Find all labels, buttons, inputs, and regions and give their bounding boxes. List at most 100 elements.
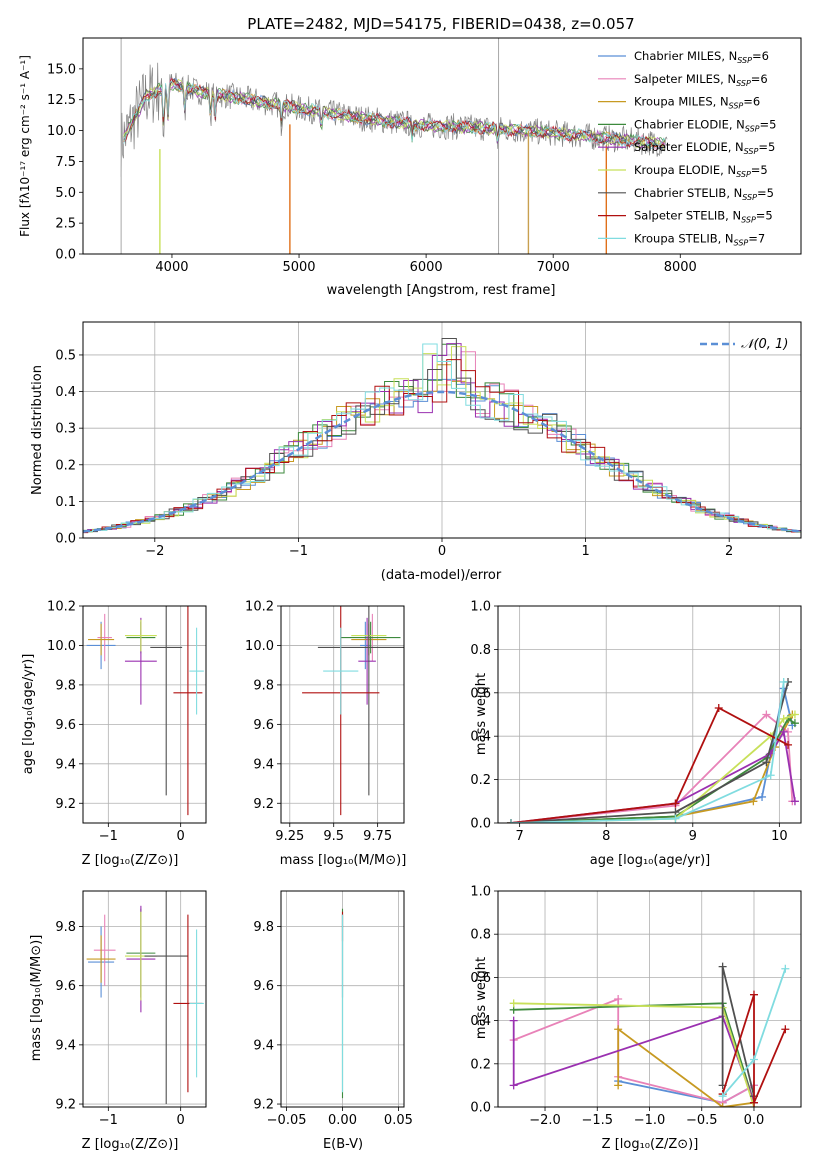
age-vs-Z-ylabel: age [log₁₀(age/yr)] [21, 654, 36, 775]
y-tick-label: 10.0 [245, 639, 274, 654]
y-tick-label: 0.8 [470, 643, 491, 658]
spectrum-legend: Chabrier MILES, NSSP=6 Salpeter MILES, NS… [598, 49, 776, 247]
mass-weight-marker [509, 1016, 518, 1025]
age-vs-Z-xlabel: Z [log₁₀(Z/Z⊙)] [82, 853, 179, 868]
x-tick-label: 6000 [410, 260, 443, 275]
x-tick-label: 0 [177, 829, 185, 844]
axes-frame [280, 605, 405, 824]
y-tick-label: 7.5 [55, 155, 76, 170]
y-tick-label: 2.5 [55, 217, 76, 232]
mass-weight-line [510, 681, 789, 823]
mass-weight-marker [762, 758, 771, 767]
x-tick-label: 10 [771, 829, 788, 844]
mass-weight-line [513, 997, 755, 1104]
y-tick-label: 9.4 [253, 757, 274, 772]
y-tick-label: 0.6 [470, 686, 491, 701]
y-tick-label: 9.4 [55, 757, 76, 772]
residuals-panel: −2 −1 0 1 2 0.0 0.1 0.2 0.3 0.4 0.5 [55, 321, 802, 559]
spectrum-title: PLATE=2482, MJD=54175, FIBERID=0438, z=0… [247, 15, 634, 33]
mass-weight-marker [749, 797, 758, 806]
mass-weight-line [510, 729, 796, 823]
mass-weight-marker [671, 814, 680, 823]
mass-weight-line [617, 1027, 755, 1107]
mass-weight-marker [671, 799, 680, 808]
y-tick-label: 9.8 [253, 678, 274, 693]
mass-weight-marker [762, 710, 771, 719]
y-tick-label: 9.6 [253, 979, 274, 994]
x-tick-label: 9.25 [275, 829, 304, 844]
mass-weight-line [513, 1002, 755, 1107]
residuals-xlabel: (data-model)/error [381, 568, 502, 583]
model-fit-line [123, 81, 666, 150]
y-tick-label: 9.2 [253, 1098, 274, 1113]
legend-label: Salpeter MILES, NSSP=6 [634, 72, 768, 88]
mass-weight-marker [781, 1025, 790, 1034]
x-tick-label: −0.05 [267, 1113, 307, 1128]
spectrum-xlabel: wavelength [Angstrom, rest frame] [327, 283, 556, 298]
mass-weight-marker [779, 714, 788, 723]
legend-label: Chabrier ELODIE, NSSP=5 [634, 117, 776, 133]
mass-weight-marker [718, 962, 727, 971]
observed-spectrum [120, 62, 668, 177]
mass-weight-marker [614, 995, 623, 1003]
x-tick-label: −0.5 [686, 1113, 718, 1128]
y-tick-label: 5.0 [55, 186, 76, 201]
y-tick-label: 0.1 [55, 495, 76, 510]
mass-weight-marker [758, 792, 767, 801]
x-tick-label: 0 [438, 544, 446, 559]
legend-label: Salpeter STELIB, NSSP=5 [634, 209, 773, 225]
x-tick-label: 0.0 [744, 1113, 765, 1128]
mass-weight-marker [614, 1081, 623, 1090]
y-tick-label: 9.6 [253, 718, 274, 733]
mass-weight-marker [718, 1103, 727, 1107]
x-tick-label: 8 [602, 829, 610, 844]
y-tick-label: 9.2 [55, 1098, 76, 1113]
weight-vs-Z-xlabel: Z [log₁₀(Z/Z⊙)] [602, 1137, 699, 1152]
weight-vs-age-ylabel: mass weight [474, 673, 489, 755]
axes-frame [497, 890, 802, 1108]
residuals-ylabel: Normed distribution [30, 365, 45, 495]
y-tick-label: 0.5 [55, 348, 76, 363]
mass-weight-marker [766, 771, 775, 780]
x-tick-label: 0.00 [328, 1113, 357, 1128]
axes-frame [82, 890, 207, 1108]
mass-vs-Z-ylabel: mass [log₁₀(M/M⊙)] [29, 935, 44, 1062]
x-tick-label: 9.5 [323, 829, 344, 844]
mass-weight-marker [506, 819, 515, 823]
y-tick-label: 9.8 [55, 678, 76, 693]
x-tick-label: 0 [177, 1113, 185, 1128]
y-tick-label: 9.6 [55, 718, 76, 733]
x-tick-label: −1.0 [634, 1113, 666, 1128]
x-tick-label: −1.5 [581, 1113, 613, 1128]
x-tick-label: 1 [581, 544, 589, 559]
y-tick-label: 10.2 [47, 600, 76, 615]
weight-vs-metallicity-panel: −2.0 −1.5 −1.0 −0.5 0.0 0.0 0.2 0.4 0.6 0.8 1.0 [470, 885, 802, 1128]
x-tick-label: 5000 [282, 260, 315, 275]
mass-weight-marker [749, 1098, 758, 1107]
legend-label: Kroupa MILES, NSSP=6 [634, 95, 760, 111]
mass-weight-marker [749, 1055, 758, 1064]
x-tick-label: 7000 [537, 260, 570, 275]
age-vs-mass-panel: 9.25 9.5 9.75 9.2 9.4 9.6 9.8 10.0 10.2 [245, 600, 405, 844]
x-tick-label: 0.05 [384, 1113, 413, 1128]
mass-weight-marker [784, 740, 793, 749]
mass-vs-ebv-panel: −0.05 0.00 0.05 9.2 9.4 9.6 9.8 [253, 890, 413, 1128]
y-tick-label: 10.0 [47, 639, 76, 654]
y-tick-label: 10.0 [47, 124, 76, 139]
x-tick-label: −1 [99, 1113, 118, 1128]
x-tick-label: −1 [99, 829, 118, 844]
legend-label: Salpeter ELODIE, NSSP=5 [634, 140, 775, 156]
mass-weight-line [510, 706, 789, 823]
y-tick-label: 1.0 [470, 885, 491, 900]
legend-label: Kroupa STELIB, NSSP=7 [634, 231, 765, 247]
weight-vs-age-xlabel: age [log₁₀(age/yr)] [590, 853, 711, 868]
legend-label: Chabrier MILES, NSSP=6 [634, 49, 769, 65]
spectrum-panel: 4000 5000 6000 7000 8000 0.0 2.5 5.0 7.5 10.0 12.5… [47, 37, 802, 275]
y-tick-label: 0.0 [470, 1101, 491, 1116]
gauss-legend-label: 𝒩(0, 1) [741, 337, 788, 352]
mass-vs-metallicity-panel: −1 0 9.2 9.4 9.6 9.8 [55, 890, 207, 1128]
y-tick-label: 0.2 [55, 458, 76, 473]
axes-frame [82, 321, 802, 539]
mass-weight-marker [509, 999, 518, 1008]
axes-frame [82, 605, 207, 824]
